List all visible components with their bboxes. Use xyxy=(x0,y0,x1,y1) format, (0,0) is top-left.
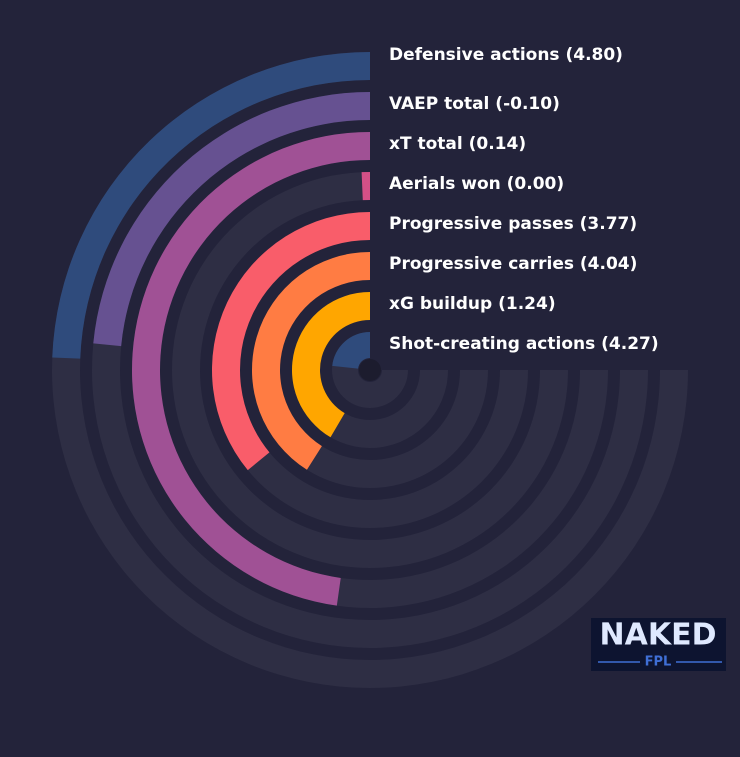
logo-subtext: FPL xyxy=(645,655,672,670)
bar xyxy=(131,132,370,606)
bar xyxy=(211,212,370,471)
bar xyxy=(93,92,370,347)
bar xyxy=(291,292,370,438)
bar xyxy=(332,332,370,369)
logo: NAKED FPL xyxy=(591,618,726,671)
bar xyxy=(52,52,370,359)
bar-label: Progressive passes (3.77) xyxy=(389,214,637,234)
center-dot xyxy=(359,359,381,381)
logo-text: NAKED xyxy=(600,618,717,653)
labels: Defensive actions (4.80) VAEP total (-0.1… xyxy=(389,45,659,354)
bar xyxy=(361,172,370,201)
bar-label: VAEP total (-0.10) xyxy=(389,94,560,114)
bar-label: xT total (0.14) xyxy=(389,134,526,154)
bar-label: Progressive carries (4.04) xyxy=(389,254,637,274)
bar-label: Aerials won (0.00) xyxy=(389,174,564,194)
bar xyxy=(252,252,370,470)
bar-label: xG buildup (1.24) xyxy=(389,294,556,314)
bar-label: Shot-creating actions (4.27) xyxy=(389,334,659,354)
bar-label: Defensive actions (4.80) xyxy=(389,45,623,65)
bars xyxy=(52,52,370,606)
